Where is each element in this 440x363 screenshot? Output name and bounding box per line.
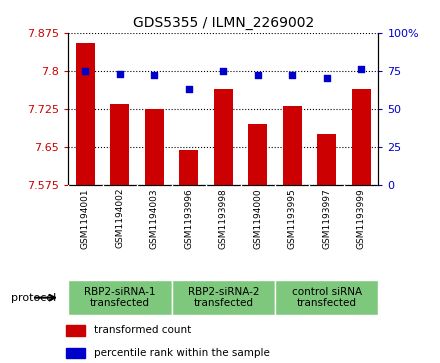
Bar (68, 280, 172, 315)
Bar (317, 134, 336, 185)
Bar (248, 124, 267, 185)
Point (289, 73, 296, 78)
Title: GDS5355 / ILMN_2269002: GDS5355 / ILMN_2269002 (133, 16, 314, 30)
Point (185, 86, 192, 92)
Text: protocol: protocol (11, 293, 56, 303)
Bar (110, 104, 129, 185)
Bar (214, 89, 233, 185)
Bar (66, 325, 85, 336)
Text: GSM1193995: GSM1193995 (288, 188, 297, 249)
Text: control siRNA
transfected: control siRNA transfected (292, 287, 362, 309)
Text: RBP2-siRNA-2
transfected: RBP2-siRNA-2 transfected (187, 287, 259, 309)
Bar (66, 348, 85, 358)
Text: percentile rank within the sample: percentile rank within the sample (95, 348, 270, 358)
Bar (275, 280, 378, 315)
Text: GSM1194003: GSM1194003 (150, 188, 159, 249)
Text: GSM1193996: GSM1193996 (184, 188, 193, 249)
Text: GSM1194001: GSM1194001 (81, 188, 90, 249)
Text: GSM1194000: GSM1194000 (253, 188, 262, 249)
Bar (180, 150, 198, 185)
Point (82, 68, 89, 74)
Bar (145, 109, 164, 185)
Point (151, 73, 158, 78)
Bar (76, 43, 95, 185)
Text: RBP2-siRNA-1
transfected: RBP2-siRNA-1 transfected (84, 287, 156, 309)
Point (358, 66, 365, 72)
Bar (352, 89, 370, 185)
Bar (172, 280, 275, 315)
Text: GSM1194002: GSM1194002 (115, 188, 125, 248)
Text: GSM1193999: GSM1193999 (357, 188, 366, 249)
Text: GSM1193997: GSM1193997 (322, 188, 331, 249)
Point (254, 73, 261, 78)
Text: transformed count: transformed count (95, 326, 192, 335)
Bar (283, 106, 302, 185)
Text: GSM1193998: GSM1193998 (219, 188, 228, 249)
Point (116, 71, 123, 77)
Point (323, 76, 330, 81)
Point (220, 68, 227, 74)
